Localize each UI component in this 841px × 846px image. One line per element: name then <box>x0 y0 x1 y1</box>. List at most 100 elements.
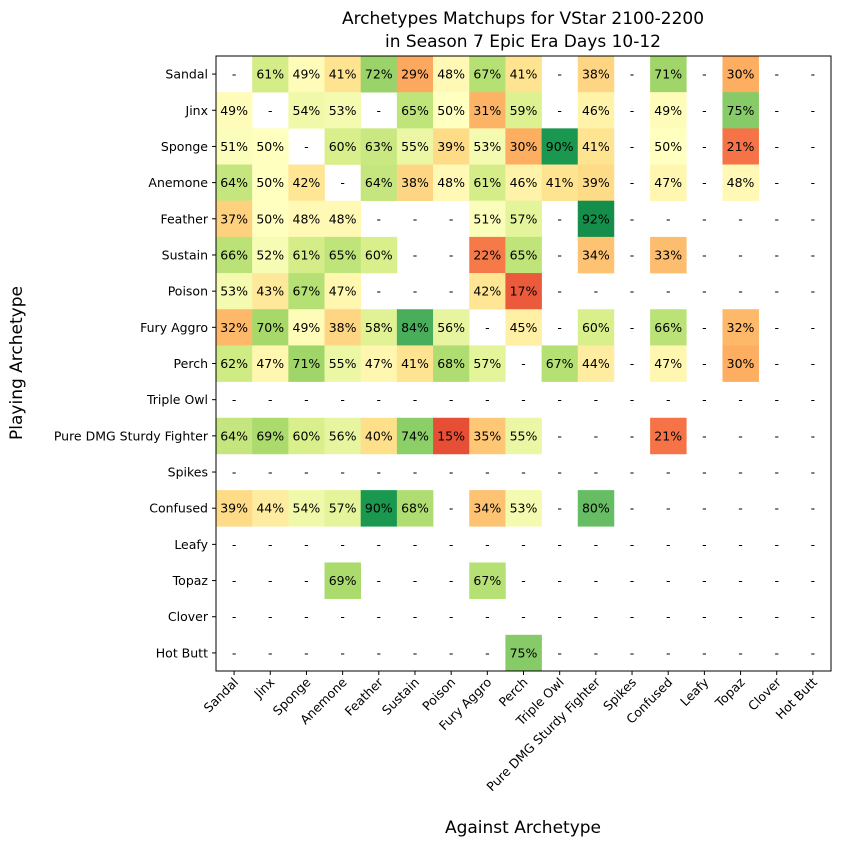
cell-missing-label: - <box>702 320 707 335</box>
y-tick-label: Confused <box>149 501 208 516</box>
heatmap-cell <box>541 128 579 165</box>
cell-missing-label: - <box>666 609 671 624</box>
cell-missing-label: - <box>449 573 454 588</box>
cell-missing-label: - <box>232 392 237 407</box>
cell-value-label: 47% <box>654 356 682 371</box>
heatmap-cell <box>505 164 542 202</box>
heatmap-cell <box>469 345 506 382</box>
heatmap-cell <box>469 56 506 93</box>
x-tick-label: Leafy <box>677 674 712 709</box>
heatmap-cell <box>577 128 615 165</box>
heatmap-cell <box>505 309 542 346</box>
cell-value-label: 38% <box>582 67 610 82</box>
cell-value-label: 69% <box>329 573 357 588</box>
cell-value-label: 45% <box>510 320 538 335</box>
cell-value-label: 39% <box>437 139 465 154</box>
cell-missing-label: - <box>666 392 671 407</box>
x-tick-label: Jinx <box>250 675 277 702</box>
cell-missing-label: - <box>630 103 635 118</box>
cell-missing-label: - <box>738 501 743 516</box>
cell-value-label: 61% <box>473 175 501 190</box>
cell-missing-label: - <box>630 139 635 154</box>
cell-missing-label: - <box>377 645 382 660</box>
cell-missing-label: - <box>449 247 454 262</box>
cell-value-label: 54% <box>293 501 321 516</box>
cell-value-label: 65% <box>329 247 357 262</box>
cell-value-label: 15% <box>437 428 465 443</box>
heatmap-cell <box>433 417 470 455</box>
heatmap-cell <box>433 345 470 382</box>
cell-missing-label: - <box>774 67 779 82</box>
heatmap-cell <box>324 273 362 310</box>
cell-missing-label: - <box>340 537 345 552</box>
heatmap-cell <box>216 345 253 382</box>
cell-value-label: 72% <box>365 67 393 82</box>
cell-value-label: 48% <box>437 175 465 190</box>
heatmap-cell <box>216 490 253 527</box>
cell-value-label: 60% <box>582 320 610 335</box>
cell-missing-label: - <box>413 211 418 226</box>
cell-missing-label: - <box>521 573 526 588</box>
cell-missing-label: - <box>630 537 635 552</box>
heatmap-cell <box>396 345 434 382</box>
cell-value-label: 49% <box>654 103 682 118</box>
cell-missing-label: - <box>449 537 454 552</box>
cell-value-label: 22% <box>473 247 501 262</box>
cell-value-label: 57% <box>510 211 538 226</box>
cell-missing-label: - <box>774 211 779 226</box>
cell-value-label: 21% <box>654 428 682 443</box>
cell-missing-label: - <box>377 573 382 588</box>
cell-value-label: 38% <box>401 175 429 190</box>
cell-missing-label: - <box>557 465 562 480</box>
heatmap-cell <box>650 309 687 346</box>
cell-missing-label: - <box>268 573 273 588</box>
cell-value-label: 58% <box>365 320 393 335</box>
cell-value-label: 42% <box>293 175 321 190</box>
chart-title-line-1: Archetypes Matchups for VStar 2100-2200 <box>342 9 704 29</box>
y-tick-label: Poison <box>168 284 208 299</box>
cell-value-label: 41% <box>401 356 429 371</box>
heatmap-cell <box>216 417 253 455</box>
cell-value-label: 57% <box>473 356 501 371</box>
heatmap-cell <box>216 92 253 129</box>
cell-value-label: 67% <box>293 284 321 299</box>
heatmap-cell <box>469 273 506 310</box>
cell-value-label: 29% <box>401 67 429 82</box>
cell-missing-label: - <box>630 428 635 443</box>
cell-missing-label: - <box>304 609 309 624</box>
heatmap-cell <box>505 236 542 274</box>
cell-value-label: 31% <box>473 103 501 118</box>
cell-value-label: 51% <box>473 211 501 226</box>
cell-missing-label: - <box>485 392 490 407</box>
cell-missing-label: - <box>774 103 779 118</box>
cell-value-label: 48% <box>293 211 321 226</box>
cell-value-label: 59% <box>510 103 538 118</box>
heatmap-cell <box>505 56 542 93</box>
heatmap-cell <box>252 417 289 455</box>
cell-missing-label: - <box>521 609 526 624</box>
heatmap-cell <box>360 345 398 382</box>
cell-value-label: 74% <box>401 428 429 443</box>
y-tick-label: Spikes <box>168 465 208 480</box>
heatmap-cell <box>577 490 615 527</box>
heatmap-cell <box>324 200 362 238</box>
cell-value-label: 60% <box>365 247 393 262</box>
heatmap-cell <box>469 562 506 599</box>
cell-missing-label: - <box>232 537 237 552</box>
cell-value-label: 61% <box>256 67 284 82</box>
cell-value-label: 54% <box>293 103 321 118</box>
cell-missing-label: - <box>630 356 635 371</box>
cell-missing-label: - <box>702 211 707 226</box>
cell-missing-label: - <box>738 609 743 624</box>
cell-missing-label: - <box>521 392 526 407</box>
cell-missing-label: - <box>594 609 599 624</box>
y-tick-label: Feather <box>160 211 208 226</box>
cell-missing-label: - <box>485 645 490 660</box>
cell-missing-label: - <box>521 356 526 371</box>
cell-value-label: 48% <box>437 67 465 82</box>
heatmap-cell <box>360 56 398 93</box>
cell-missing-label: - <box>413 247 418 262</box>
heatmap-cell <box>324 562 362 599</box>
cell-missing-label: - <box>774 573 779 588</box>
cell-missing-label: - <box>449 501 454 516</box>
